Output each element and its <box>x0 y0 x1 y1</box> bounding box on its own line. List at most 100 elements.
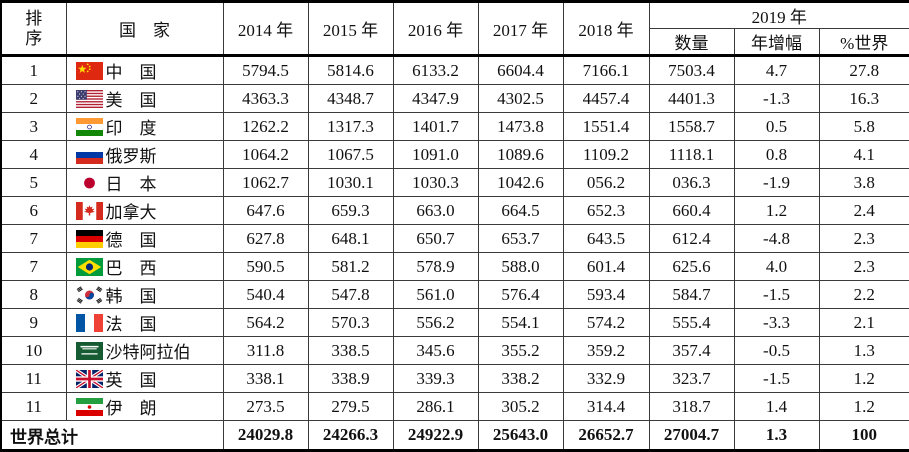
country-cell: 加拿大 <box>65 196 224 225</box>
total-value-cell: 24029.8 <box>222 420 309 451</box>
value-cell: 4.1 <box>818 140 909 169</box>
header-rank: 排 序 <box>0 1 67 56</box>
table-row: 3 印 度 1262.2 1317.3 1401.7 1473.8 1551.4 1558.7… <box>0 112 909 141</box>
table-row: 6 加拿大 647.6 659.3 663.0 664.5 652.3 660.4 1.2 2.4 <box>0 196 909 225</box>
rank-cell: 9 <box>0 308 67 337</box>
country-cell: 美 国 <box>65 84 224 113</box>
value-cell: 653.7 <box>477 224 564 253</box>
country-cell: 英 国 <box>65 364 224 393</box>
country-cell: 印 度 <box>65 112 224 141</box>
value-cell: 338.1 <box>222 364 309 393</box>
value-cell: 576.4 <box>477 280 564 309</box>
country-name: 美 国 <box>105 91 157 110</box>
country-name: 伊 朗 <box>105 399 157 418</box>
total-value-cell: 24266.3 <box>307 420 394 451</box>
value-cell: 314.4 <box>562 392 650 421</box>
value-cell: 7503.4 <box>648 54 735 85</box>
value-cell: 4457.4 <box>562 84 650 113</box>
rank-cell: 7 <box>0 224 67 253</box>
total-value-cell: 1.3 <box>733 420 820 451</box>
total-value-cell: 27004.7 <box>648 420 735 451</box>
table-row: 5 日 本 1062.7 1030.1 1030.3 1042.6 056.2 036.3 -1… <box>0 168 909 197</box>
value-cell: 650.7 <box>392 224 479 253</box>
value-cell: -0.5 <box>733 336 820 365</box>
country-name: 中 国 <box>105 63 157 82</box>
total-value-cell: 26652.7 <box>562 420 650 451</box>
value-cell: 1067.5 <box>307 140 394 169</box>
country-name: 韩 国 <box>105 287 157 306</box>
value-cell: -1.9 <box>733 168 820 197</box>
value-cell: 0.5 <box>733 112 820 141</box>
value-cell: 355.2 <box>477 336 564 365</box>
value-cell: 588.0 <box>477 252 564 281</box>
value-cell: -1.5 <box>733 280 820 309</box>
country-name: 日 本 <box>105 175 157 194</box>
value-cell: 279.5 <box>307 392 394 421</box>
total-value-cell: 25643.0 <box>477 420 564 451</box>
flag-jp-icon <box>75 173 103 192</box>
value-cell: 056.2 <box>562 168 650 197</box>
world-total-row: 世界总计 24029.8 24266.3 24922.9 25643.0 266… <box>0 420 909 451</box>
table-header: 排 序 国 家 2014 年 2015 年 2016 年 2017 年 2018… <box>0 1 909 56</box>
value-cell: 555.4 <box>648 308 735 337</box>
value-cell: 1109.2 <box>562 140 650 169</box>
header-2019-quantity: 数量 <box>648 28 735 56</box>
value-cell: 1042.6 <box>477 168 564 197</box>
value-cell: 1.2 <box>818 364 909 393</box>
value-cell: 540.4 <box>222 280 309 309</box>
value-cell: 359.2 <box>562 336 650 365</box>
flag-sa-icon <box>75 341 103 360</box>
value-cell: 1091.0 <box>392 140 479 169</box>
table-row: 9 法 国 564.2 570.3 556.2 554.1 574.2 555.4 -3.3 2.… <box>0 308 909 337</box>
value-cell: 1558.7 <box>648 112 735 141</box>
rank-cell: 10 <box>0 336 67 365</box>
header-year-2015: 2015 年 <box>307 1 394 56</box>
value-cell: 4348.7 <box>307 84 394 113</box>
value-cell: 660.4 <box>648 196 735 225</box>
value-cell: 1064.2 <box>222 140 309 169</box>
header-year-2018: 2018 年 <box>562 1 650 56</box>
value-cell: 4401.3 <box>648 84 735 113</box>
table-footer: 世界总计 24029.8 24266.3 24922.9 25643.0 266… <box>0 420 909 451</box>
country-name: 英 国 <box>105 371 157 390</box>
flag-kr-icon <box>75 285 103 304</box>
value-cell: 648.1 <box>307 224 394 253</box>
table-row: 7 德 国 627.8 648.1 650.7 653.7 643.5 612.4 -4.8 2.… <box>0 224 909 253</box>
header-2019-world-share: %世界 <box>818 28 909 56</box>
value-cell: 4.7 <box>733 54 820 85</box>
value-cell: 1.3 <box>818 336 909 365</box>
flag-ru-icon <box>75 145 103 164</box>
value-cell: 4302.5 <box>477 84 564 113</box>
flag-gb-icon <box>75 369 103 388</box>
table-row: 11 伊 朗 273.5 279.5 286.1 305.2 314.4 318.7 1.4 1.… <box>0 392 909 421</box>
value-cell: 554.1 <box>477 308 564 337</box>
flag-ca-icon <box>75 201 103 220</box>
rank-cell: 3 <box>0 112 67 141</box>
value-cell: 1401.7 <box>392 112 479 141</box>
value-cell: 357.4 <box>648 336 735 365</box>
value-cell: 2.3 <box>818 224 909 253</box>
value-cell: 590.5 <box>222 252 309 281</box>
total-value-cell: 100 <box>818 420 909 451</box>
rank-cell: 11 <box>0 392 67 421</box>
value-cell: 647.6 <box>222 196 309 225</box>
header-year-2014: 2014 年 <box>222 1 309 56</box>
table-row: 10 沙特阿拉伯 311.8 338.5 345.6 355.2 359.2 357.4 -0.… <box>0 336 909 365</box>
table-row: 7 巴 西 590.5 581.2 578.9 588.0 601.4 625.6 4.0 2.3 <box>0 252 909 281</box>
country-cell: 法 国 <box>65 308 224 337</box>
value-cell: 2.1 <box>818 308 909 337</box>
table-row: 11 英 国 338.1 338.9 339.3 338.2 332.9 323.7 -1.5 1… <box>0 364 909 393</box>
rank-cell: 1 <box>0 54 67 85</box>
value-cell: 5794.5 <box>222 54 309 85</box>
flag-in-icon <box>75 117 103 136</box>
value-cell: 1030.3 <box>392 168 479 197</box>
value-cell: 547.8 <box>307 280 394 309</box>
header-year-2019: 2019 年 <box>648 1 909 29</box>
value-cell: 556.2 <box>392 308 479 337</box>
value-cell: 339.3 <box>392 364 479 393</box>
table-row: 4 俄罗斯 1064.2 1067.5 1091.0 1089.6 1109.2 1118.1… <box>0 140 909 169</box>
country-name: 印 度 <box>105 119 157 138</box>
flag-us-icon <box>75 89 103 108</box>
